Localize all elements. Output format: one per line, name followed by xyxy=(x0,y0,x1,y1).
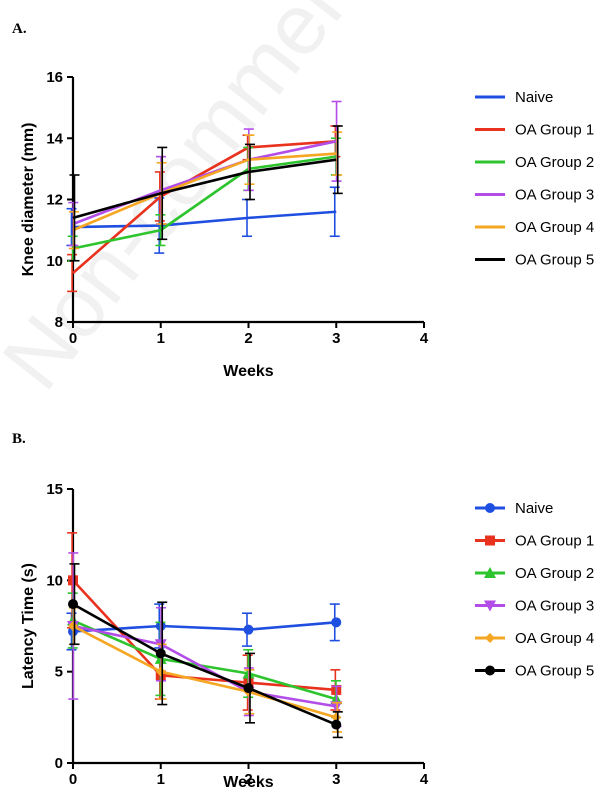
legend-marker xyxy=(485,665,495,676)
legend-item: OA Group 2 xyxy=(475,154,594,171)
series-line xyxy=(72,624,337,708)
y-tick-label: 8 xyxy=(55,314,63,331)
panel-label-b: B. xyxy=(12,431,26,447)
legend-marker xyxy=(485,503,495,513)
legend-label: OA Group 4 xyxy=(515,630,594,647)
data-point xyxy=(155,666,166,677)
data-point xyxy=(243,624,254,635)
series-line xyxy=(72,152,337,232)
legend-marker xyxy=(485,633,495,643)
series-line xyxy=(72,140,337,274)
legend-marker xyxy=(485,535,495,546)
legend-item: OA Group 3 xyxy=(475,598,594,615)
series-line xyxy=(72,140,337,226)
series-oa-group-1 xyxy=(67,532,342,711)
legend-label: OA Group 2 xyxy=(515,154,594,171)
x-axis-title: Weeks xyxy=(223,774,274,791)
data-point xyxy=(155,648,166,659)
y-tick-label: 10 xyxy=(46,253,63,270)
data-point xyxy=(68,621,78,631)
series-line xyxy=(72,155,337,250)
y-tick-label: 12 xyxy=(46,192,63,209)
legend-item: OA Group 4 xyxy=(475,630,594,647)
y-tick-label: 14 xyxy=(46,130,63,147)
series-naive xyxy=(66,603,342,651)
y-tick-label: 15 xyxy=(46,481,63,498)
series-oa-group-2 xyxy=(67,592,343,719)
x-tick-label: 3 xyxy=(332,330,340,347)
x-tick-label: 4 xyxy=(420,330,429,347)
y-axis-title: Knee diameter (mm) xyxy=(20,123,37,277)
series-line xyxy=(72,602,337,726)
legend-item: OA Group 4 xyxy=(475,219,594,236)
y-tick-label: 5 xyxy=(55,664,63,681)
data-point xyxy=(331,719,342,730)
legend-label: OA Group 3 xyxy=(515,598,594,615)
x-tick-label: 0 xyxy=(69,771,77,788)
legend-label: OA Group 5 xyxy=(515,663,594,680)
legend-label: Naive xyxy=(515,500,553,517)
x-axis-title: Weeks xyxy=(223,363,274,380)
data-point xyxy=(68,599,78,610)
x-tick-label: 1 xyxy=(157,330,165,347)
data-point xyxy=(331,617,342,628)
legend-label: OA Group 2 xyxy=(515,565,594,582)
data-point xyxy=(243,683,254,694)
legend-item: OA Group 5 xyxy=(475,252,594,269)
legend-label: OA Group 3 xyxy=(515,187,594,204)
legend-marker xyxy=(484,567,496,578)
legend-item: Naive xyxy=(475,500,553,517)
y-tick-label: 16 xyxy=(46,69,63,86)
legend-item: OA Group 5 xyxy=(475,663,594,680)
series-line xyxy=(72,619,337,701)
x-tick-label: 1 xyxy=(157,771,165,788)
latency-time-chart: 0 5 10 15 0 1 2 3 4 Weeks Latency Time (s) Naive OA … xyxy=(20,481,594,791)
legend-label: OA Group 5 xyxy=(515,252,594,269)
data-point xyxy=(331,712,342,723)
legend-item: OA Group 3 xyxy=(475,187,594,204)
legend-label: OA Group 1 xyxy=(515,122,594,139)
x-tick-label: 2 xyxy=(244,771,252,788)
x-tick-label: 2 xyxy=(244,330,252,347)
legend-label: Naive xyxy=(515,89,553,106)
series-oa-group-3 xyxy=(67,552,343,728)
legend-label: OA Group 4 xyxy=(515,219,594,236)
legend-item: OA Group 1 xyxy=(475,122,594,139)
legend-label: OA Group 1 xyxy=(515,533,594,550)
legend-item: OA Group 1 xyxy=(475,533,594,550)
legend-marker xyxy=(484,600,496,612)
watermark: Non-commercial use xyxy=(0,0,545,407)
x-tick-label: 3 xyxy=(332,771,340,788)
x-tick-label: 4 xyxy=(420,771,429,788)
x-tick-label: 0 xyxy=(69,330,77,347)
panel-label-a: A. xyxy=(12,21,27,37)
series-line xyxy=(72,624,337,719)
series-line xyxy=(72,158,337,220)
series-line xyxy=(72,210,337,229)
y-tick-label: 10 xyxy=(46,572,63,589)
y-axis-title: Latency Time (s) xyxy=(20,563,37,689)
y-tick-label: 0 xyxy=(55,755,63,772)
series-oa-group-5 xyxy=(68,563,343,739)
data-point xyxy=(330,701,343,713)
legend-item: Naive xyxy=(475,89,553,106)
series-oa-group-5 xyxy=(69,125,343,262)
legend-item: OA Group 2 xyxy=(475,565,594,582)
